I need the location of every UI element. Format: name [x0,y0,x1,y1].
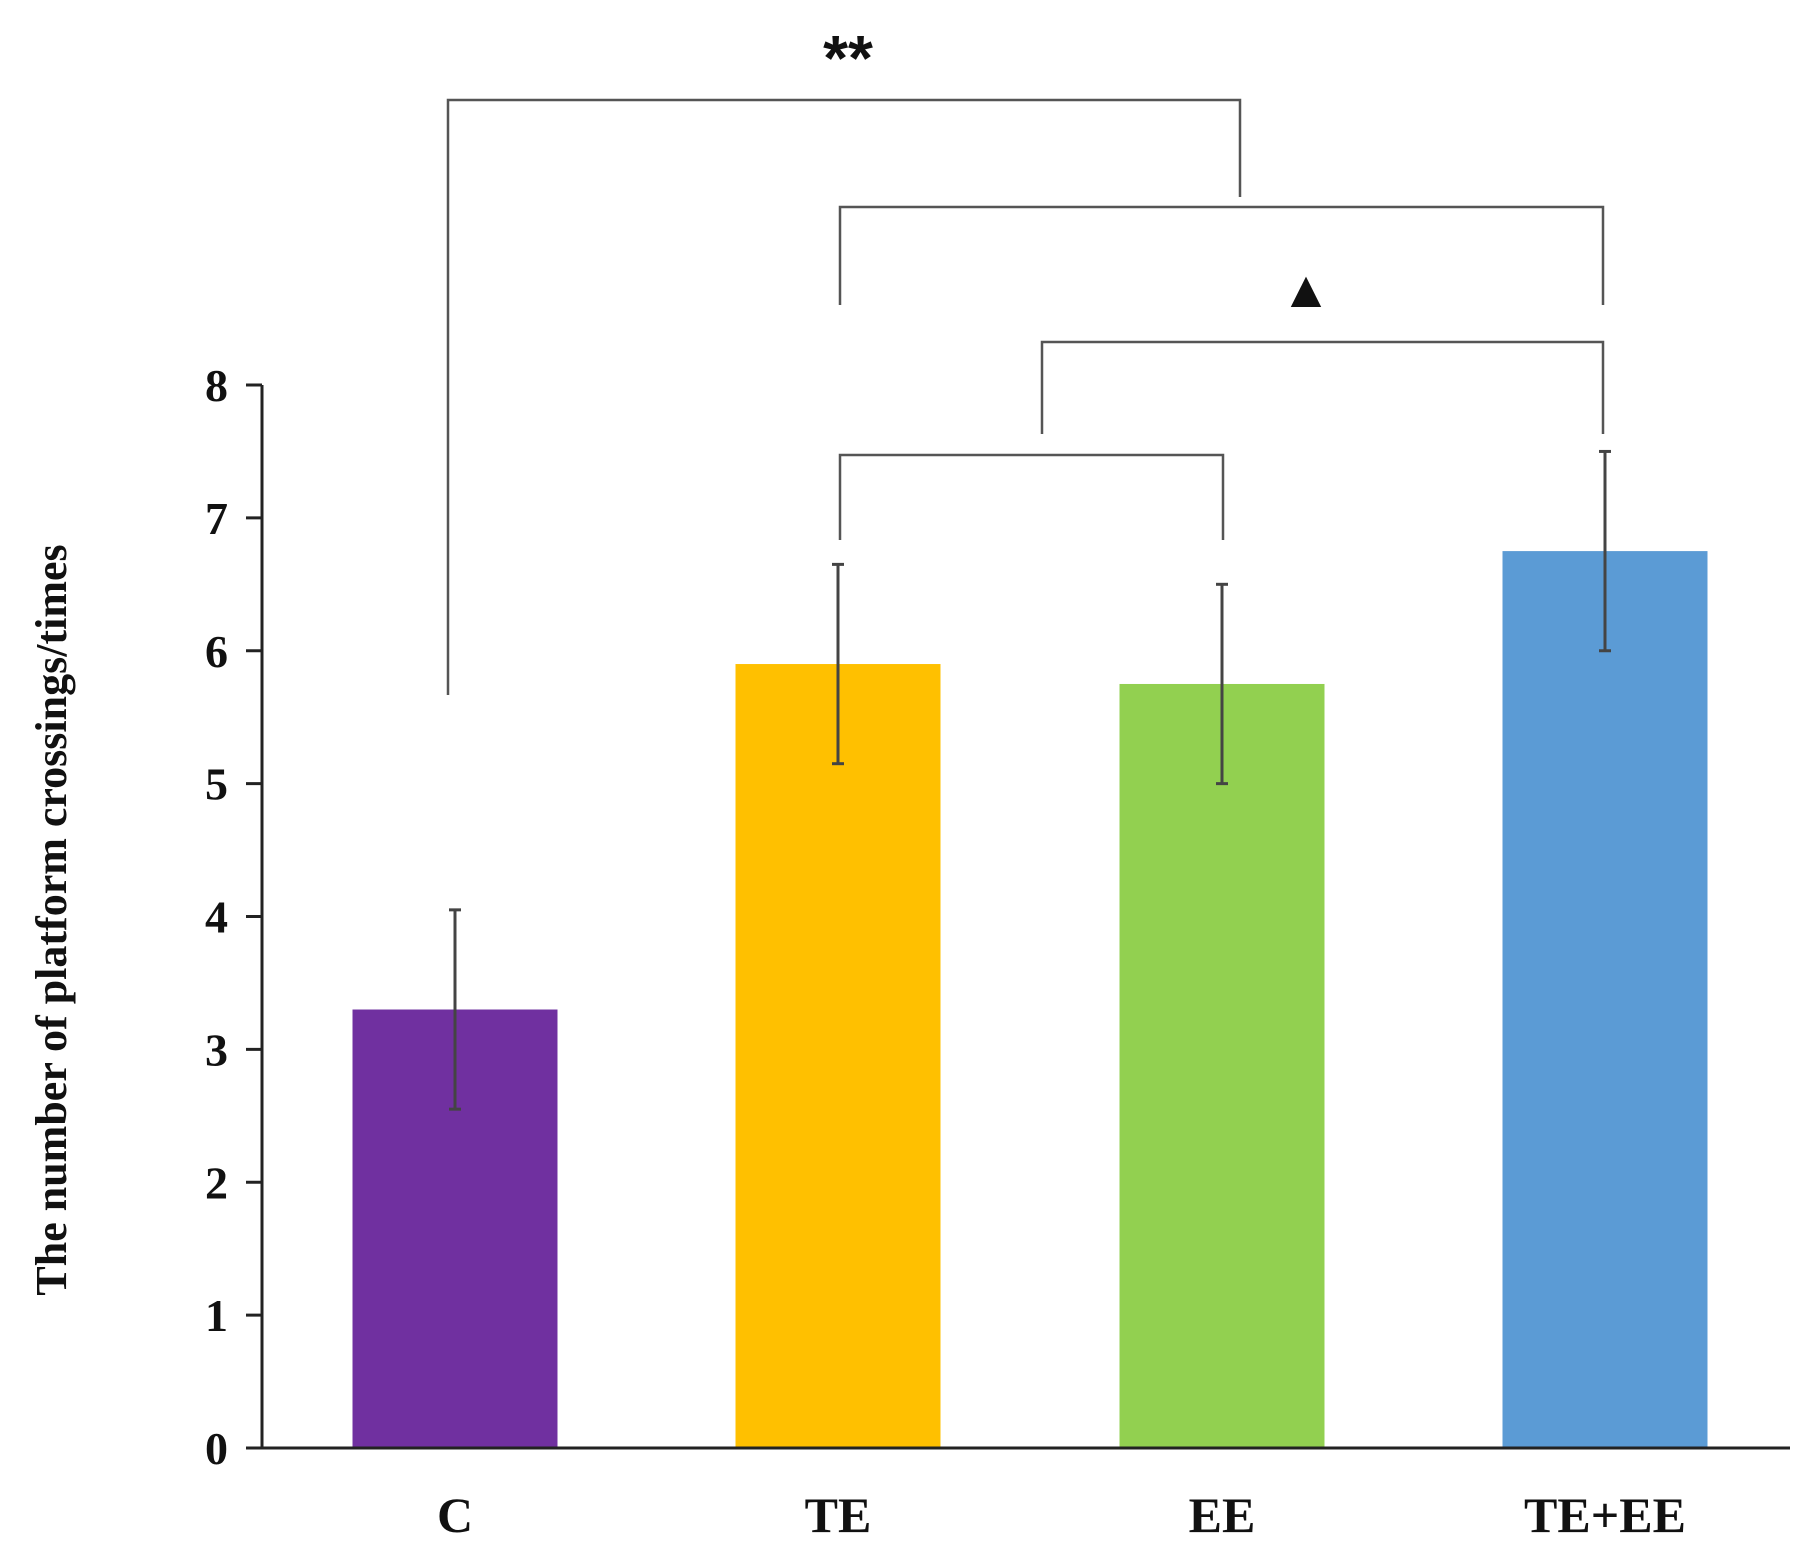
y-tick-label: 3 [205,1024,228,1075]
bar-ee [1119,683,1325,1448]
y-axis-label: The number of platform crossings/times [27,544,76,1295]
y-tick-label: 7 [205,493,228,544]
bracket-c-others [446,98,1242,695]
bar-te-ee [1502,551,1708,1448]
y-tick-label: 2 [205,1157,228,1208]
y-tick-label: 6 [205,626,228,677]
y-tick-label: 8 [205,360,228,411]
y-tick-label: 0 [205,1423,228,1474]
y-tick-label: 5 [205,759,228,810]
bracket-te-ee [838,453,1225,540]
significance-label-triangle: ▲ [1280,261,1331,319]
y-tick-label: 4 [205,892,228,943]
bar-te [735,664,941,1448]
significance-label-double-star: ** [823,22,873,94]
bracket-te-te-ee [838,205,1605,305]
x-category-label: C [437,1487,473,1543]
y-tick-label: 1 [205,1290,228,1341]
x-category-label: EE [1189,1487,1256,1543]
x-category-label: TE [805,1487,872,1543]
x-category-label: TE+EE [1524,1487,1686,1543]
bracket-ee-te-ee [1040,340,1605,434]
